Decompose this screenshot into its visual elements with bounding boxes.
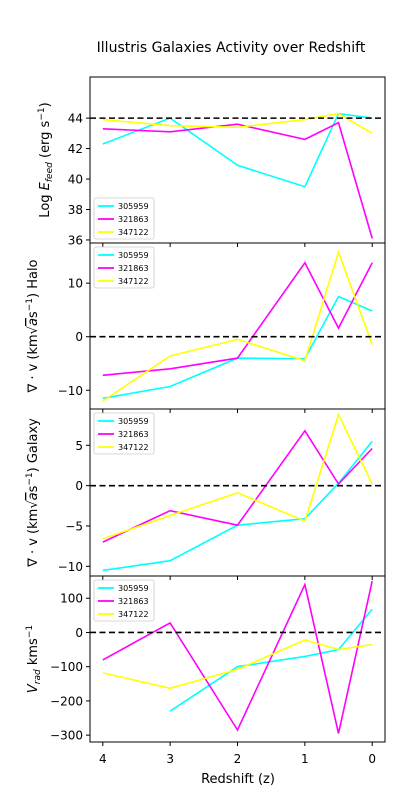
- legend-box: [93, 197, 155, 240]
- legend-label-347122: 347122: [118, 443, 149, 452]
- legend-box: [93, 412, 155, 455]
- y-axis-label: Vrad kms−1: [25, 625, 43, 693]
- legend-label-321863: 321863: [118, 215, 149, 224]
- y-label-sqrt-arg: a: [26, 318, 41, 326]
- y-label-main: ∇ · v (km: [26, 334, 41, 393]
- y-label-sup: −1: [25, 625, 35, 638]
- y-label-tail: s: [26, 311, 41, 318]
- legend-label-305959: 305959: [118, 417, 149, 426]
- legend-label-305959: 305959: [118, 584, 149, 593]
- y-label-sup: −1: [37, 107, 47, 120]
- y-tick-label: 40: [68, 173, 83, 187]
- series-line-347122: [102, 112, 373, 134]
- legend-label-321863: 321863: [118, 597, 149, 606]
- legend-label-347122: 347122: [118, 228, 149, 237]
- x-tick-label: 0: [368, 752, 376, 766]
- x-tick-label: 1: [301, 752, 309, 766]
- y-tick-label: −200: [50, 694, 83, 708]
- y-tick-label: −10: [58, 560, 83, 574]
- y-label-prefix: Log: [38, 190, 53, 217]
- y-tick-label: 44: [68, 112, 83, 126]
- panel-2: −10 0 10 ∇ · v (km√as−1) Halo 305959 321863 34…: [25, 242, 386, 413]
- y-label-end: ) Halo: [26, 259, 41, 298]
- series-line-321863: [102, 121, 373, 239]
- panel-3: −10 −5 0 5 ∇ · v (km√as−1) Galaxy 305959 32186…: [25, 408, 386, 580]
- legend: 305959 321863 347122: [93, 579, 155, 622]
- y-label-var: E: [38, 181, 53, 190]
- y-label-main: ∇ · v (km: [26, 509, 41, 568]
- legend-label-321863: 321863: [118, 430, 149, 439]
- series-line-305959: [102, 112, 373, 188]
- y-axis-label: Log Efeed (erg s−1): [37, 102, 55, 217]
- series-line-347122: [102, 639, 373, 690]
- y-tick-label: 0: [75, 479, 83, 493]
- y-tick-label: 42: [68, 142, 83, 156]
- y-label-sup: −1: [25, 298, 35, 311]
- y-tick-label: 10: [68, 277, 83, 291]
- legend: 305959 321863 347122: [93, 412, 155, 455]
- legend: 305959 321863 347122: [93, 197, 155, 240]
- series-line-321863: [102, 261, 373, 377]
- legend-label-347122: 347122: [118, 610, 149, 619]
- y-label-sqrt-arg: a: [26, 492, 41, 500]
- x-axis-label: Redshift (z): [201, 772, 275, 787]
- series-line-321863: [102, 429, 373, 543]
- y-label-end: ) Galaxy: [26, 418, 41, 473]
- y-label-suffix: (erg s: [38, 120, 53, 162]
- y-tick-label: 0: [75, 330, 83, 344]
- y-label-sub: feed: [45, 162, 55, 182]
- y-tick-label: 38: [68, 203, 83, 217]
- y-label-sub: rad: [33, 669, 43, 684]
- y-label-end: ): [38, 102, 53, 107]
- y-label-tail: s: [26, 485, 41, 492]
- y-label-var: V: [26, 683, 41, 693]
- legend: 305959 321863 347122: [93, 246, 155, 289]
- series-line-347122: [102, 412, 373, 540]
- series-line-347122: [102, 249, 373, 402]
- series-line-305959: [102, 440, 373, 572]
- y-label-sqrt-sign: √: [26, 325, 41, 334]
- panel-1: 36 38 40 42 44 Log Efeed (erg s−1) 305959 32186…: [37, 76, 386, 247]
- y-tick-label: 36: [68, 233, 83, 247]
- y-tick-label: −300: [50, 729, 83, 743]
- y-label-suffix: kms: [26, 638, 41, 669]
- legend-box: [93, 579, 155, 622]
- x-tick-label: 2: [234, 752, 242, 766]
- y-tick-label: −5: [65, 519, 83, 533]
- y-tick-label: 0: [75, 626, 83, 640]
- y-axis-label: ∇ · v (km√as−1) Galaxy: [25, 418, 41, 568]
- legend-label-321863: 321863: [118, 264, 149, 273]
- panel-4: −300 −200 −100 0 100 4 3 2 1 0 Vrad kms−1 305959 321…: [25, 575, 386, 766]
- y-label-sqrt-sign: √: [26, 500, 41, 509]
- y-tick-label: −100: [50, 660, 83, 674]
- y-tick-label: 5: [75, 439, 83, 453]
- y-tick-label: −10: [58, 384, 83, 398]
- legend-label-305959: 305959: [118, 251, 149, 260]
- legend-label-305959: 305959: [118, 202, 149, 211]
- legend-label-347122: 347122: [118, 277, 149, 286]
- y-tick-label: 100: [60, 592, 83, 606]
- series-line-305959: [169, 608, 373, 712]
- y-axis-label: ∇ · v (km√as−1) Halo: [25, 259, 41, 393]
- x-tick-label: 4: [99, 752, 107, 766]
- chart-title: Illustris Galaxies Activity over Redshif…: [97, 40, 366, 56]
- series-line-305959: [102, 295, 373, 400]
- x-tick-label: 3: [166, 752, 174, 766]
- series-line-321863: [102, 580, 373, 734]
- y-label-sup: −1: [25, 472, 35, 485]
- legend-box: [93, 246, 155, 289]
